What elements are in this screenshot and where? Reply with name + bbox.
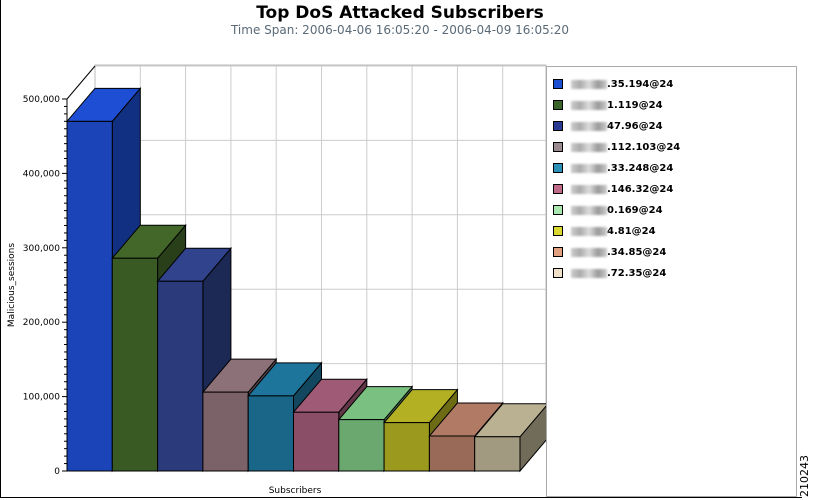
redacted-address [571,205,607,215]
chart-subtitle: Time Span: 2006-04-06 16:05:20 - 2006-04… [230,23,570,37]
bar-front [66,120,113,472]
bar-front [428,435,476,472]
redacted-address [571,247,607,257]
y-tick-label: 300,000 [23,244,60,254]
bar [428,401,504,473]
legend-label: .72.35@24 [607,267,667,279]
wall-edge [66,65,96,100]
y-tick-label: 0 [54,467,60,477]
bar-front [111,257,159,472]
legend-item: 1.119@24 [553,98,663,112]
bar-front [202,391,249,472]
y-tick-label: 200,000 [23,318,60,328]
legend-swatch [553,226,563,236]
y-tick-label: 100,000 [23,393,60,403]
bar-front [383,422,430,472]
legend-swatch [553,163,563,173]
legend-item: 0.169@24 [553,203,663,217]
legend-item: .34.85@24 [553,245,666,259]
redacted-address [571,142,607,152]
legend-label: 4.81@24 [607,225,656,237]
legend-item: 4.81@24 [553,224,656,238]
legend-label: .35.194@24 [607,78,674,90]
bar [473,402,550,473]
bar-front [247,395,294,472]
legend: .35.194@24 1.119@24 47.96@24 .112.103@24 .33… [546,66,797,497]
x-axis-label: Subscribers [268,486,322,496]
bar-front [157,280,204,472]
redacted-address [571,184,607,194]
y-axis-label: Malicious_sessions [7,242,17,328]
redacted-address [571,226,607,236]
legend-item: .33.248@24 [553,161,673,175]
redacted-address [571,121,607,131]
legend-item: .146.32@24 [553,182,673,196]
chart-title: Top DoS Attacked Subscribers [256,3,544,23]
redacted-address [571,100,607,110]
legend-label: .146.32@24 [607,183,674,195]
legend-label: 47.96@24 [607,120,663,132]
redacted-address [571,268,607,278]
legend-swatch [553,79,563,89]
y-tick-label: 400,000 [23,169,60,179]
legend-swatch [553,100,563,110]
legend-swatch [553,205,563,215]
legend-item: .35.194@24 [553,77,673,91]
legend-swatch [553,247,563,257]
legend-label: .34.85@24 [607,246,667,258]
legend-swatch [553,184,563,194]
legend-swatch [553,268,563,278]
legend-label: 0.169@24 [607,204,663,216]
bar-front [293,411,340,472]
bar-front [338,419,385,472]
legend-item: 47.96@24 [553,119,663,133]
legend-swatch [553,142,563,152]
legend-item: .112.103@24 [553,140,680,154]
y-tick-label: 500,000 [23,95,60,105]
legend-label: 1.119@24 [607,99,663,111]
figure-id: 210243 [798,455,811,497]
legend-swatch [553,121,563,131]
redacted-address [571,79,607,89]
legend-label: .33.248@24 [607,162,674,174]
bar-front [474,436,521,472]
legend-item: .72.35@24 [553,266,666,280]
redacted-address [571,163,607,173]
legend-label: .112.103@24 [607,141,681,153]
